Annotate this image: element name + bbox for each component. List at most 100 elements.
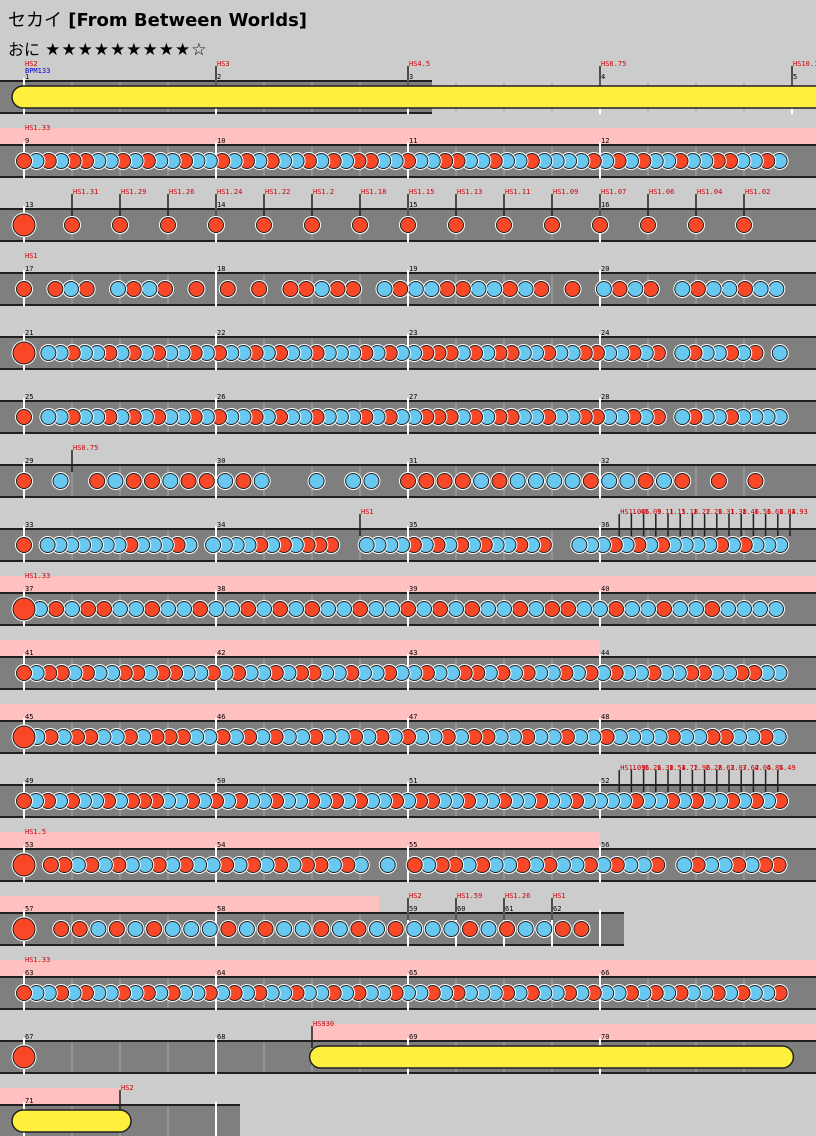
don-note [710,473,727,489]
measure-number: 10 [217,137,225,145]
hs-label: HS2 [121,1084,134,1092]
measure-number: 50 [217,777,225,785]
measure-number: 27 [409,393,417,401]
measure-number: 36 [601,521,609,529]
measure-number: 43 [409,649,417,657]
measure-number: 18 [217,265,225,273]
measure-number: 12 [601,137,609,145]
don-note [688,217,704,233]
don-note [736,217,752,233]
measure-number: 5 [793,73,797,81]
hs-label: 1.16 [632,764,649,772]
don-note [329,281,346,297]
measure-number: 35 [409,521,417,529]
measure-number: 9 [25,137,29,145]
ka-note [201,921,218,937]
hs-label: 1.18 [681,508,698,516]
ka-note [40,345,57,361]
measure-number: 46 [217,713,225,721]
course-line: おに ★★★★★★★★★☆ [8,36,208,60]
ka-note [768,281,785,297]
measure-number: 14 [217,201,225,209]
measure-number: 23 [409,329,417,337]
don-note [108,921,125,937]
don-note [96,601,112,617]
bpm-label: BPM133 [25,67,50,75]
measure-number: 52 [601,777,609,785]
don-note [448,217,464,233]
measure-number: 24 [601,329,609,337]
measure-number: 61 [505,905,513,913]
don-note [454,473,471,489]
measure-number: 69 [409,1033,417,1041]
ka-note [376,281,393,297]
don-note [219,281,236,297]
ka-note [224,601,240,617]
measure-number: 25 [25,393,33,401]
drumroll [11,85,816,109]
don-note [16,409,32,425]
measure-number: 17 [25,265,33,273]
don-note [256,217,272,233]
don-note [112,217,128,233]
don-note [387,921,404,937]
hs-label: HS1.59 [457,892,482,900]
hs-label: 3.62 [742,764,759,772]
ka-note [288,601,304,617]
don-note [608,601,624,617]
ka-note [64,601,80,617]
ka-note [40,409,57,425]
ka-note [107,473,124,489]
don-note [160,217,176,233]
ka-note [736,601,752,617]
measure-number: 65 [409,969,417,977]
hs-label: 5.49 [779,764,796,772]
ka-note [331,921,348,937]
ka-note [480,921,497,937]
don-note [400,601,416,617]
ka-note [424,921,441,937]
song-title-en: [From Between Worlds] [68,10,308,31]
hs-label: HS1.2 [313,188,334,196]
ka-note [674,409,691,425]
hs-label: HS2 [409,892,422,900]
measure-number: 41 [25,649,33,657]
hs-label: 1.26 [706,508,723,516]
lane-border-bottom [0,944,624,946]
don-note [454,281,471,297]
hs-label: HS1.31 [73,188,98,196]
hs-label: HS4.5 [409,60,430,68]
don-note [144,473,160,489]
measure-number: 60 [457,905,465,913]
ka-note [238,921,255,937]
don-note [272,601,288,617]
don-note [304,217,320,233]
gogo-band [0,960,816,976]
ka-note [656,473,672,489]
don-note [499,921,516,937]
don-note [298,281,315,297]
hs-label: 3.07 [730,764,747,772]
gogo-band [0,128,816,144]
measure-number: 30 [217,457,225,465]
don-note [560,601,576,617]
hs-label: HS1.04 [620,508,645,516]
measure-number: 3 [409,73,413,81]
don-note [188,281,205,297]
don-note [674,473,691,489]
measure-number: 53 [25,841,33,849]
don-note [554,921,571,937]
don-note [544,217,560,233]
hs-label: HS1.24 [217,188,242,196]
ka-note [595,281,612,297]
don-note [125,281,142,297]
don-note [704,601,720,617]
ka-note [39,537,56,553]
ka-note [528,473,544,489]
don-note [12,1045,36,1069]
don-note [16,537,32,553]
don-note [352,601,368,617]
hs-label: HS1.09 [620,764,645,772]
measure-number: 55 [409,841,417,849]
don-note [406,857,423,873]
